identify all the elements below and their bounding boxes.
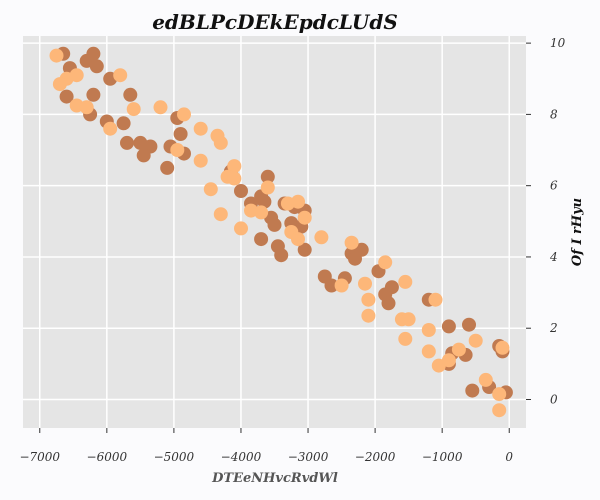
scatter-point-series-2 (495, 340, 510, 355)
scatter-point-series-1 (160, 160, 175, 175)
scatter-point-series-2 (49, 48, 64, 63)
scatter-point-series-2 (344, 235, 359, 250)
scatter-point-series-1 (465, 383, 480, 398)
scatter-point-series-1 (267, 217, 282, 232)
scatter-point-series-2 (297, 210, 312, 225)
x-axis-label: DTEeNHvcRvdWl (211, 471, 338, 486)
scatter-point-series-2 (170, 143, 185, 157)
scatter-point-series-2 (227, 159, 242, 174)
scatter-point-series-1 (274, 248, 289, 263)
scatter-point-series-2 (79, 100, 94, 115)
scatter-point-series-2 (428, 292, 443, 307)
scatter-point-series-2 (254, 205, 269, 220)
scatter-point-series-1 (136, 148, 151, 163)
scatter-point-series-2 (421, 344, 436, 359)
scatter-point-series-2 (177, 107, 191, 122)
scatter-point-series-2 (468, 333, 483, 348)
scatter-point-series-2 (113, 68, 128, 83)
scatter-point-series-1 (86, 87, 101, 102)
scatter-point-series-2 (103, 121, 118, 136)
scatter-point-series-1 (462, 317, 476, 332)
scatter-point-series-2 (398, 331, 413, 346)
scatter-point-series-2 (361, 292, 376, 307)
x-tick-label: 0 (505, 450, 513, 464)
y-tick-label: 10 (550, 36, 566, 50)
scatter-point-series-2 (193, 121, 208, 136)
x-axis-ticks: −7000 −6000 −5000 −4000 −3000 −2000 −1000 0 (19, 428, 513, 464)
scatter-point-series-1 (173, 127, 188, 141)
y-tick-label: 0 (550, 392, 558, 406)
scatter-point-series-1 (260, 169, 275, 184)
chart-title: edBLPcDEkEpdcLUdS (152, 10, 398, 34)
scatter-point-series-1 (116, 116, 131, 131)
y-tick-label: 6 (550, 179, 558, 193)
y-tick-label: 4 (549, 250, 558, 264)
scatter-point-series-2 (398, 274, 413, 289)
scatter-point-series-2 (203, 182, 218, 197)
scatter-point-series-2 (213, 135, 228, 150)
scatter-point-series-2 (227, 171, 242, 186)
scatter-point-series-1 (120, 135, 134, 150)
scatter-point-series-2 (126, 102, 141, 117)
scatter-point-series-2 (260, 180, 275, 195)
scatter-point-series-2 (52, 77, 67, 92)
y-tick-label: 2 (549, 321, 558, 335)
scatter-point-series-1 (257, 194, 272, 209)
scatter-point-series-2 (213, 207, 228, 222)
y-axis-label: Of I rHyu (570, 198, 585, 266)
scatter-point-series-2 (334, 278, 349, 293)
scatter-point-series-2 (478, 372, 493, 387)
x-tick-label: −1000 (422, 450, 463, 464)
scatter-point-series-2 (401, 312, 416, 327)
scatter-point-series-1 (441, 319, 456, 334)
scatter-point-series-2 (421, 323, 436, 337)
scatter-point-series-2 (153, 100, 168, 115)
x-tick-label: −4000 (221, 450, 262, 464)
scatter-point-series-2 (314, 230, 329, 245)
scatter-point-series-1 (89, 59, 104, 74)
scatter-point-series-1 (59, 89, 74, 104)
scatter-point-series-1 (354, 242, 369, 257)
scatter-point-series-2 (378, 255, 393, 270)
y-tick-label: 8 (550, 107, 558, 121)
x-tick-label: −5000 (154, 450, 195, 464)
data-points (49, 46, 513, 418)
x-tick-label: −7000 (19, 450, 60, 464)
scatter-point-series-2 (358, 276, 372, 291)
scatter-point-series-2 (441, 353, 456, 368)
x-tick-label: −3000 (288, 450, 329, 464)
y-axis-ticks: 0 2 4 6 8 10 (526, 36, 566, 406)
scatter-point-series-2 (492, 403, 507, 418)
scatter-point-series-2 (291, 194, 305, 209)
scatter-point-series-2 (451, 342, 466, 357)
scatter-point-series-2 (492, 387, 507, 402)
scatter-point-series-2 (234, 221, 248, 236)
scatter-point-series-1 (324, 278, 339, 293)
scatter-point-series-1 (123, 87, 138, 102)
x-tick-label: −6000 (87, 450, 128, 464)
scatter-point-series-2 (193, 153, 208, 168)
scatter-point-series-1 (254, 232, 269, 247)
scatter-point-series-1 (297, 242, 312, 257)
scatter-point-series-1 (381, 296, 396, 311)
scatter-point-series-2 (291, 232, 305, 247)
x-tick-label: −2000 (355, 450, 396, 464)
scatter-point-series-2 (361, 308, 376, 323)
scatter-point-series-1 (234, 184, 248, 198)
